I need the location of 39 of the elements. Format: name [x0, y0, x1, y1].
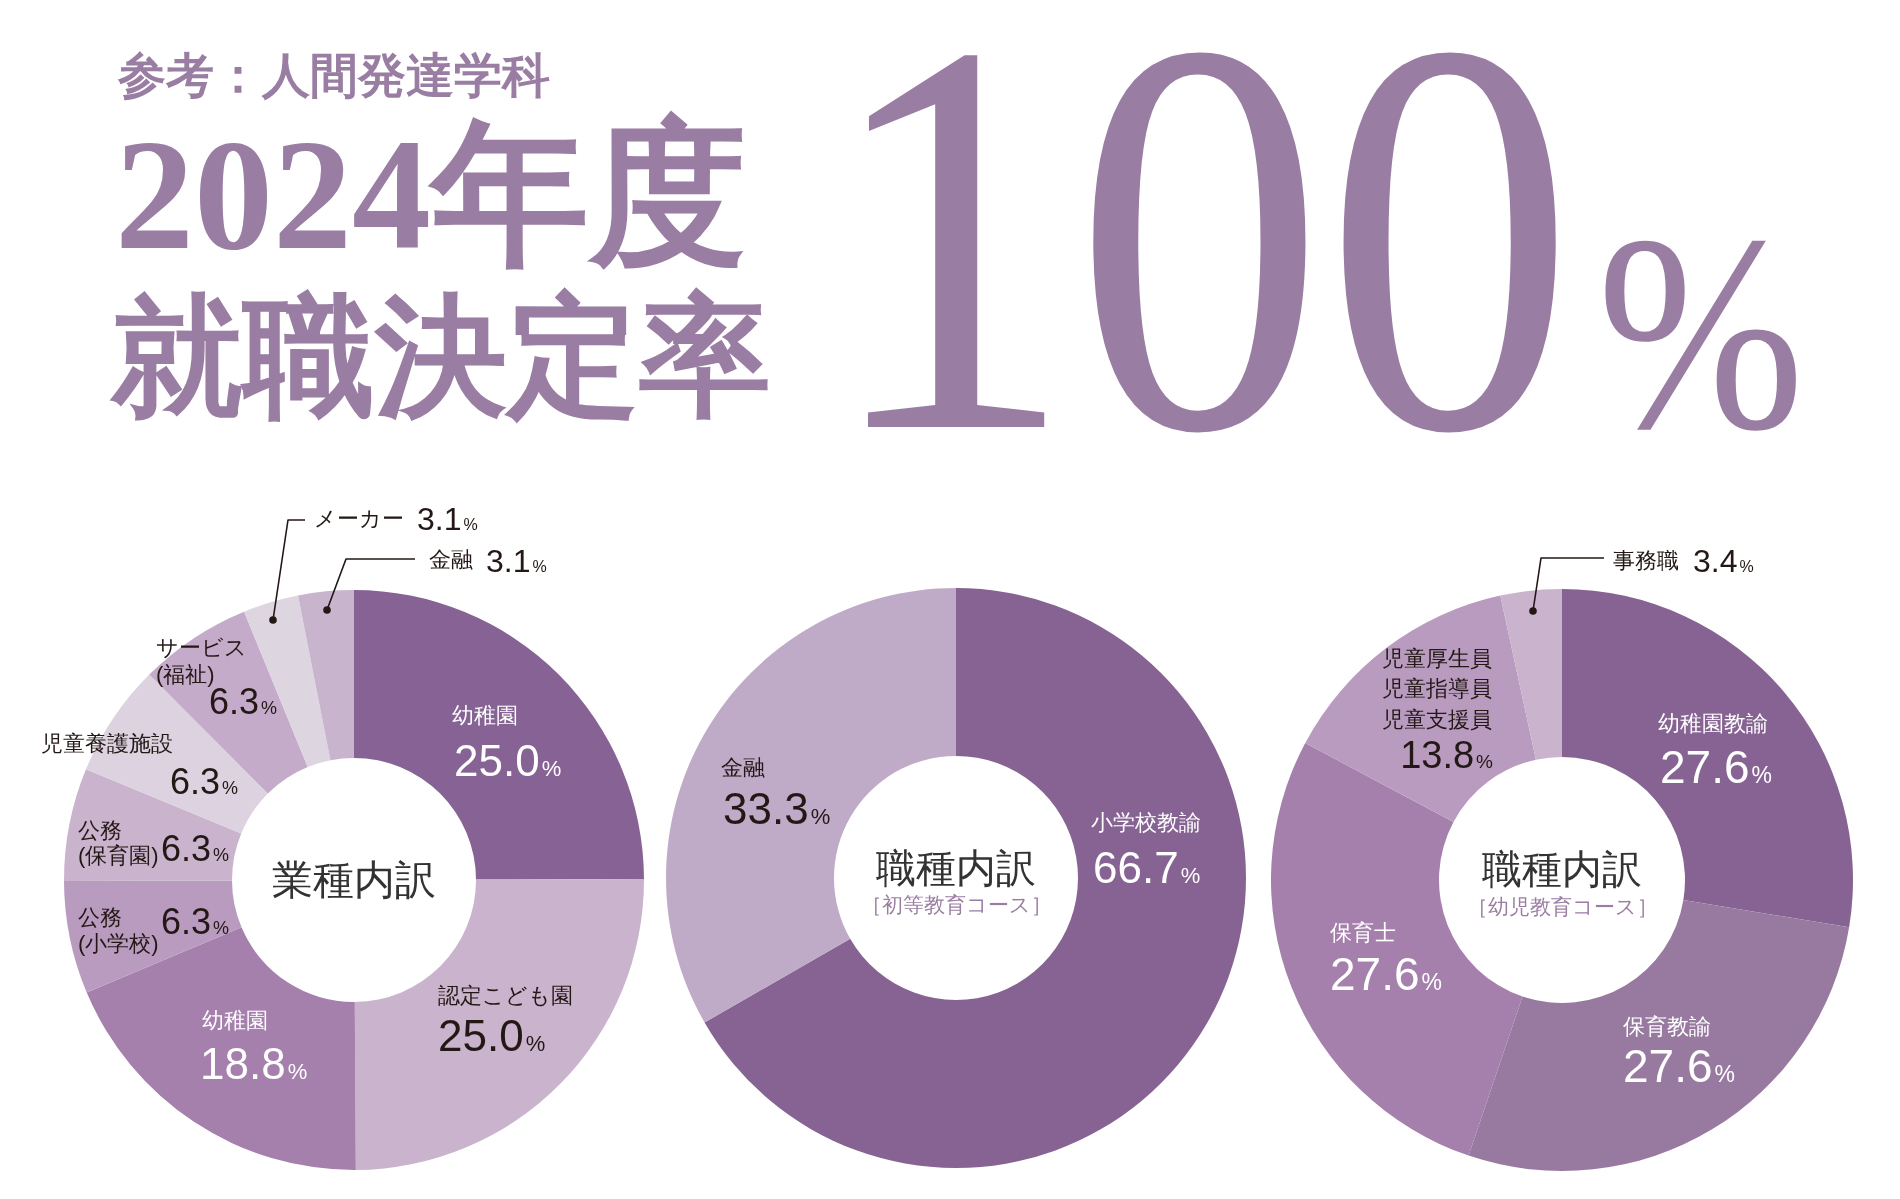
- slice-label: 小学校教諭: [1091, 810, 1201, 835]
- data-label: 66.7%: [1093, 843, 1201, 892]
- data-label: 13.8%: [1400, 734, 1494, 776]
- slice-label: 公務 (保育園): [78, 818, 159, 868]
- data-label: 6.3%: [161, 828, 230, 869]
- data-label: 33.3%: [723, 784, 831, 833]
- slice-label: 認定こども園: [438, 983, 573, 1008]
- data-label: 3.1%: [417, 501, 478, 537]
- text: 業種内訳: [272, 857, 436, 903]
- slice-label: 保育士: [1330, 920, 1396, 945]
- slice-label: 児童養護施設: [41, 731, 173, 756]
- text: 2024年度就職決定率: [109, 107, 771, 431]
- data-label: 27.6%: [1330, 948, 1442, 1000]
- data-label: 6.3%: [161, 901, 230, 942]
- text: 職種内訳: [1482, 847, 1642, 891]
- slice-label: 金融: [429, 547, 473, 572]
- slice-label: 幼稚園教諭: [1658, 711, 1768, 736]
- slice-label: 幼稚園: [452, 703, 518, 728]
- data-label: 27.6%: [1623, 1040, 1735, 1092]
- slice-label: メーカー: [314, 506, 404, 531]
- data-label: 25.0%: [454, 736, 562, 785]
- text: ［幼児教育コース］: [1466, 895, 1658, 918]
- text: ［初等教育コース］: [860, 893, 1052, 916]
- text: 職種内訳: [876, 846, 1036, 890]
- slice-label: 事務職: [1613, 548, 1679, 573]
- data-label: 3.1%: [486, 543, 547, 579]
- slice-label: 金融: [721, 755, 765, 780]
- data-label: 6.3%: [170, 761, 239, 802]
- donut-slice: [1500, 589, 1562, 760]
- data-label: 25.0%: [438, 1011, 546, 1060]
- slice-label: 公務 (小学校): [78, 905, 159, 956]
- text: 参考：人間発達学科: [117, 49, 550, 102]
- donut-slice: [704, 588, 1246, 1168]
- data-label: 27.6%: [1660, 741, 1772, 793]
- slice-label: 保育教諭: [1623, 1014, 1711, 1039]
- slice-label: 児童厚生員児童指導員児童支援員: [1382, 646, 1492, 732]
- data-label: 18.8%: [200, 1039, 308, 1088]
- donut-slice: [297, 590, 354, 761]
- slice-label: 幼稚園: [202, 1008, 268, 1033]
